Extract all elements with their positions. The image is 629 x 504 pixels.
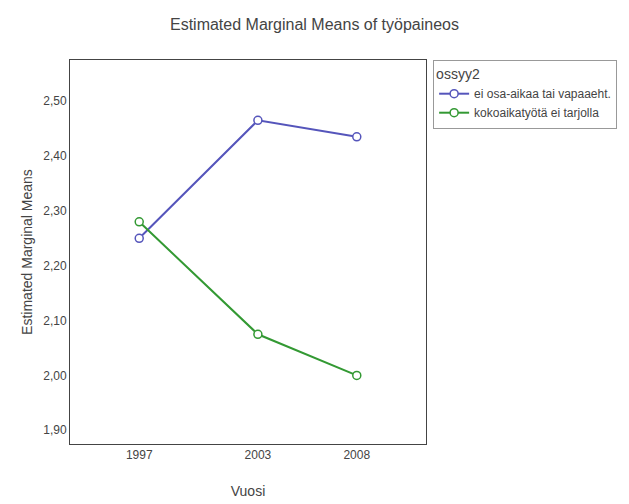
svg-text:2,00: 2,00 bbox=[43, 369, 67, 383]
svg-text:Estimated Marginal Means: Estimated Marginal Means bbox=[19, 169, 35, 335]
svg-text:2,40: 2,40 bbox=[43, 149, 67, 163]
svg-text:2,50: 2,50 bbox=[43, 94, 67, 108]
svg-text:ossyy2: ossyy2 bbox=[436, 66, 480, 82]
svg-text:Estimated Marginal Means of ty: Estimated Marginal Means of työpaineos bbox=[170, 16, 459, 33]
svg-text:2,10: 2,10 bbox=[43, 314, 67, 328]
svg-text:2,30: 2,30 bbox=[43, 204, 67, 218]
svg-text:ei osa-aikaa tai vapaaeht.: ei osa-aikaa tai vapaaeht. bbox=[474, 87, 611, 101]
svg-text:1997: 1997 bbox=[126, 448, 153, 462]
svg-text:Vuosi: Vuosi bbox=[231, 483, 266, 499]
svg-text:kokoaikatyötä ei tarjolla: kokoaikatyötä ei tarjolla bbox=[474, 106, 599, 120]
svg-text:2008: 2008 bbox=[343, 448, 370, 462]
svg-text:2,20: 2,20 bbox=[43, 259, 67, 273]
svg-text:2003: 2003 bbox=[245, 448, 272, 462]
svg-text:1,90: 1,90 bbox=[43, 423, 67, 437]
